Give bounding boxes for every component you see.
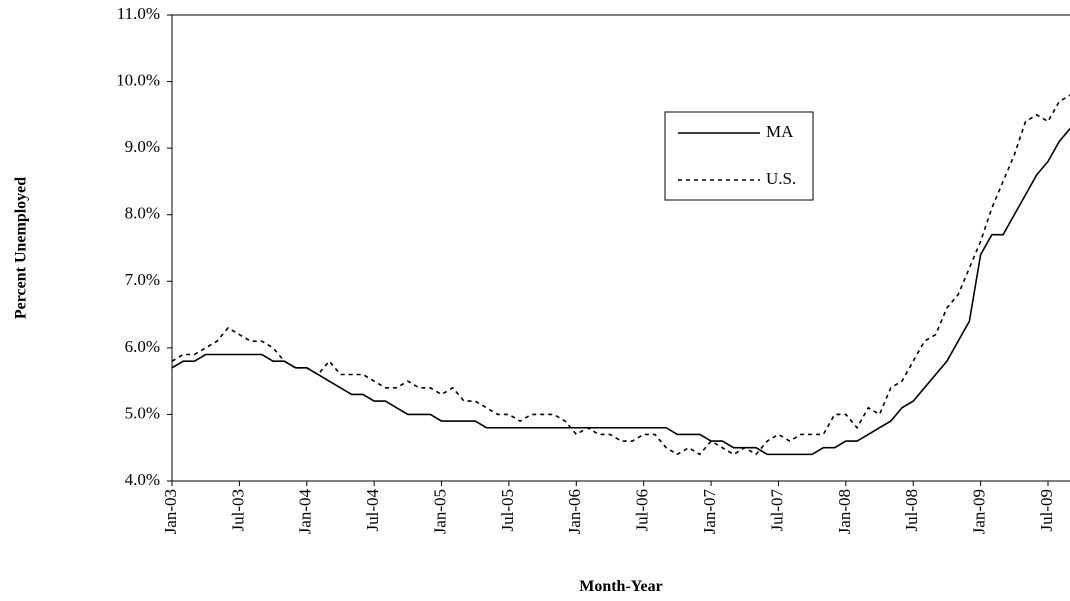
y-tick-label: 10.0% [116,70,160,89]
x-tick-label: Jul-04 [363,489,382,532]
y-tick-label: 5.0% [125,403,160,422]
x-tick-label: Jul-03 [228,489,247,532]
series-line [171,94,1070,456]
x-tick-label: Jan-05 [430,489,449,534]
x-tick-label: Jan-04 [296,489,315,535]
x-tick-label: Jan-09 [970,489,989,534]
x-tick-label: Jan-07 [700,489,719,535]
y-axis-label: Percent Unemployed [13,177,30,319]
y-tick-label: 6.0% [125,337,160,356]
y-tick-label: 11.0% [117,4,160,23]
y-tick-label: 7.0% [125,270,160,289]
x-tick-label: Jul-05 [498,489,517,532]
x-tick-label: Jan-08 [835,489,854,534]
x-tick-label: Jul-08 [902,489,921,532]
y-tick-label: 8.0% [125,204,160,223]
x-axis-label: Month-Year [579,578,663,595]
legend-box [664,111,814,201]
x-tick-label: Jan-06 [565,489,584,534]
legend-label: U.S. [766,169,796,188]
y-tick-label: 9.0% [125,137,160,156]
x-tick-label: Jul-07 [767,489,786,532]
x-tick-label: Jul-09 [1037,489,1056,532]
x-tick-label: Jan-03 [161,489,180,534]
legend-label: MA [766,122,794,141]
series-line [171,127,1070,456]
x-tick-label: Jul-06 [633,489,652,532]
y-tick-label: 4.0% [125,470,160,489]
legend: MA U.S. [664,111,814,201]
